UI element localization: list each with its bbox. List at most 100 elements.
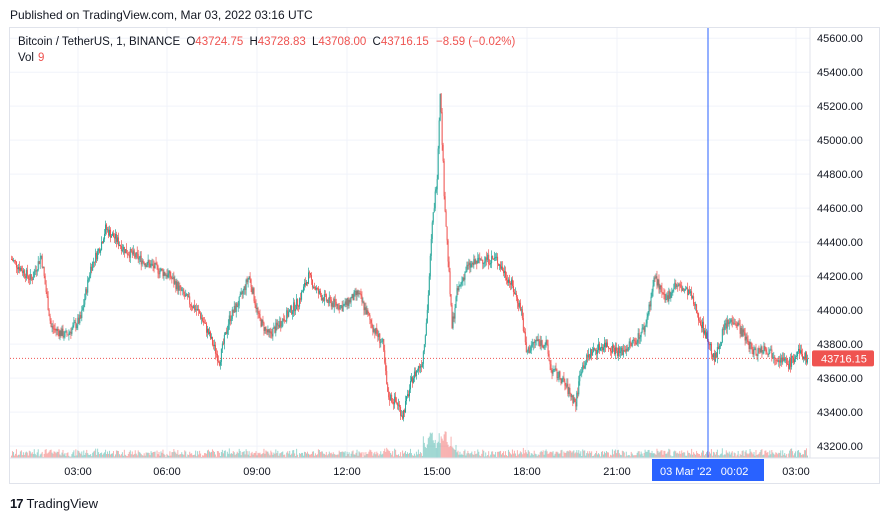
volume-bar bbox=[127, 453, 129, 458]
volume-bar bbox=[135, 453, 137, 458]
footer-brand[interactable]: 17 TradingView bbox=[10, 496, 98, 511]
candle-body bbox=[655, 276, 657, 278]
price-axis[interactable]: 45600.0045400.0045200.0045000.0044800.00… bbox=[809, 28, 863, 458]
candle-body bbox=[802, 354, 804, 359]
volume-bar bbox=[800, 452, 802, 458]
candle-body bbox=[363, 301, 365, 311]
candle-body bbox=[254, 301, 256, 305]
candle-body bbox=[740, 327, 742, 334]
candle-body bbox=[496, 256, 498, 258]
volume-bar bbox=[413, 453, 415, 458]
candle-body bbox=[773, 356, 775, 358]
candle-body bbox=[658, 279, 660, 290]
volume-bar bbox=[581, 455, 583, 458]
volume-bar bbox=[51, 452, 53, 458]
candle-body bbox=[227, 324, 229, 331]
candle-body bbox=[280, 321, 282, 327]
candle-body bbox=[726, 319, 728, 329]
candle-body bbox=[47, 296, 49, 311]
volume-bar bbox=[480, 456, 482, 458]
time-tick-label: 12:00 bbox=[333, 466, 361, 478]
candle-body bbox=[102, 241, 104, 244]
candle-body bbox=[527, 347, 529, 352]
candle-body bbox=[188, 296, 190, 298]
volume-bar bbox=[153, 451, 155, 458]
volume-bar bbox=[761, 449, 763, 458]
volume-bar bbox=[194, 454, 196, 458]
volume-bar bbox=[41, 451, 43, 458]
time-axis[interactable]: 03:00 06:00 09:00 12:00 15:00 18:00 21:00 03:00 bbox=[10, 457, 880, 478]
volume-bar bbox=[435, 448, 437, 458]
candle-body bbox=[609, 348, 611, 352]
volume-bar bbox=[751, 452, 753, 458]
volume-bar bbox=[679, 451, 681, 458]
volume-bar bbox=[606, 452, 608, 458]
symbol-name[interactable]: Bitcoin / TetherUS, 1, BINANCE bbox=[18, 36, 181, 48]
candle-body bbox=[657, 279, 659, 286]
chart-frame[interactable] bbox=[9, 27, 880, 484]
candle-body bbox=[781, 357, 783, 363]
candle-body bbox=[457, 288, 459, 291]
candle-body bbox=[571, 395, 573, 398]
candle-body bbox=[11, 259, 12, 260]
volume-bar bbox=[676, 453, 678, 458]
volume-bar bbox=[303, 455, 305, 458]
candle-body bbox=[13, 260, 15, 262]
volume-bar bbox=[176, 454, 178, 458]
candle-body bbox=[616, 350, 618, 356]
candle-body bbox=[769, 349, 771, 353]
volume-bar bbox=[189, 451, 191, 458]
candle-body bbox=[72, 325, 74, 329]
candle-body bbox=[544, 345, 546, 347]
volume-bar bbox=[207, 450, 209, 458]
candle-body bbox=[627, 347, 629, 351]
volume-bar bbox=[281, 452, 283, 458]
price-tick-label: 44400.00 bbox=[817, 237, 863, 249]
candle-body bbox=[636, 342, 638, 345]
candle-body bbox=[638, 333, 640, 339]
candle-body bbox=[415, 370, 417, 377]
candle-body bbox=[191, 305, 193, 308]
volume-bar bbox=[324, 454, 326, 458]
volume-bar bbox=[548, 453, 550, 458]
candle-body bbox=[245, 279, 247, 291]
candle-body bbox=[635, 341, 637, 345]
volume-bar bbox=[323, 453, 325, 458]
candle-body bbox=[269, 331, 271, 333]
candle-body bbox=[622, 349, 624, 356]
volume-label[interactable]: Vol bbox=[18, 52, 34, 64]
candle-body bbox=[543, 346, 545, 349]
candle-body bbox=[42, 267, 44, 268]
volume-bar bbox=[677, 452, 679, 458]
candle-body bbox=[451, 305, 453, 329]
volume-bar bbox=[603, 454, 605, 458]
volume-bar bbox=[584, 450, 586, 458]
volume-bar bbox=[766, 452, 768, 458]
volume-bar bbox=[411, 455, 413, 458]
candle-body bbox=[434, 191, 436, 209]
volume-bar bbox=[222, 453, 224, 458]
volume-bar bbox=[337, 454, 339, 458]
high-label: H bbox=[249, 36, 258, 48]
candle-body bbox=[33, 271, 35, 278]
candle-body bbox=[646, 317, 648, 324]
volume-bar bbox=[415, 451, 417, 458]
volume-bar bbox=[384, 448, 386, 458]
candle-body bbox=[716, 347, 718, 358]
volume-bar bbox=[728, 451, 730, 458]
volume-bar bbox=[806, 455, 808, 458]
candle-body bbox=[439, 93, 441, 121]
candle-body bbox=[738, 322, 740, 326]
volume-bar bbox=[791, 448, 793, 458]
candle-body bbox=[90, 266, 92, 276]
candle-body bbox=[293, 302, 295, 312]
low-value: 43708.00 bbox=[318, 36, 367, 48]
volume-bar bbox=[102, 454, 104, 458]
candle-body bbox=[719, 345, 721, 347]
candle-body bbox=[806, 358, 808, 363]
candle-body bbox=[800, 350, 802, 354]
candle-body bbox=[248, 276, 250, 279]
candle-body bbox=[737, 322, 739, 327]
volume-bar bbox=[103, 453, 105, 458]
